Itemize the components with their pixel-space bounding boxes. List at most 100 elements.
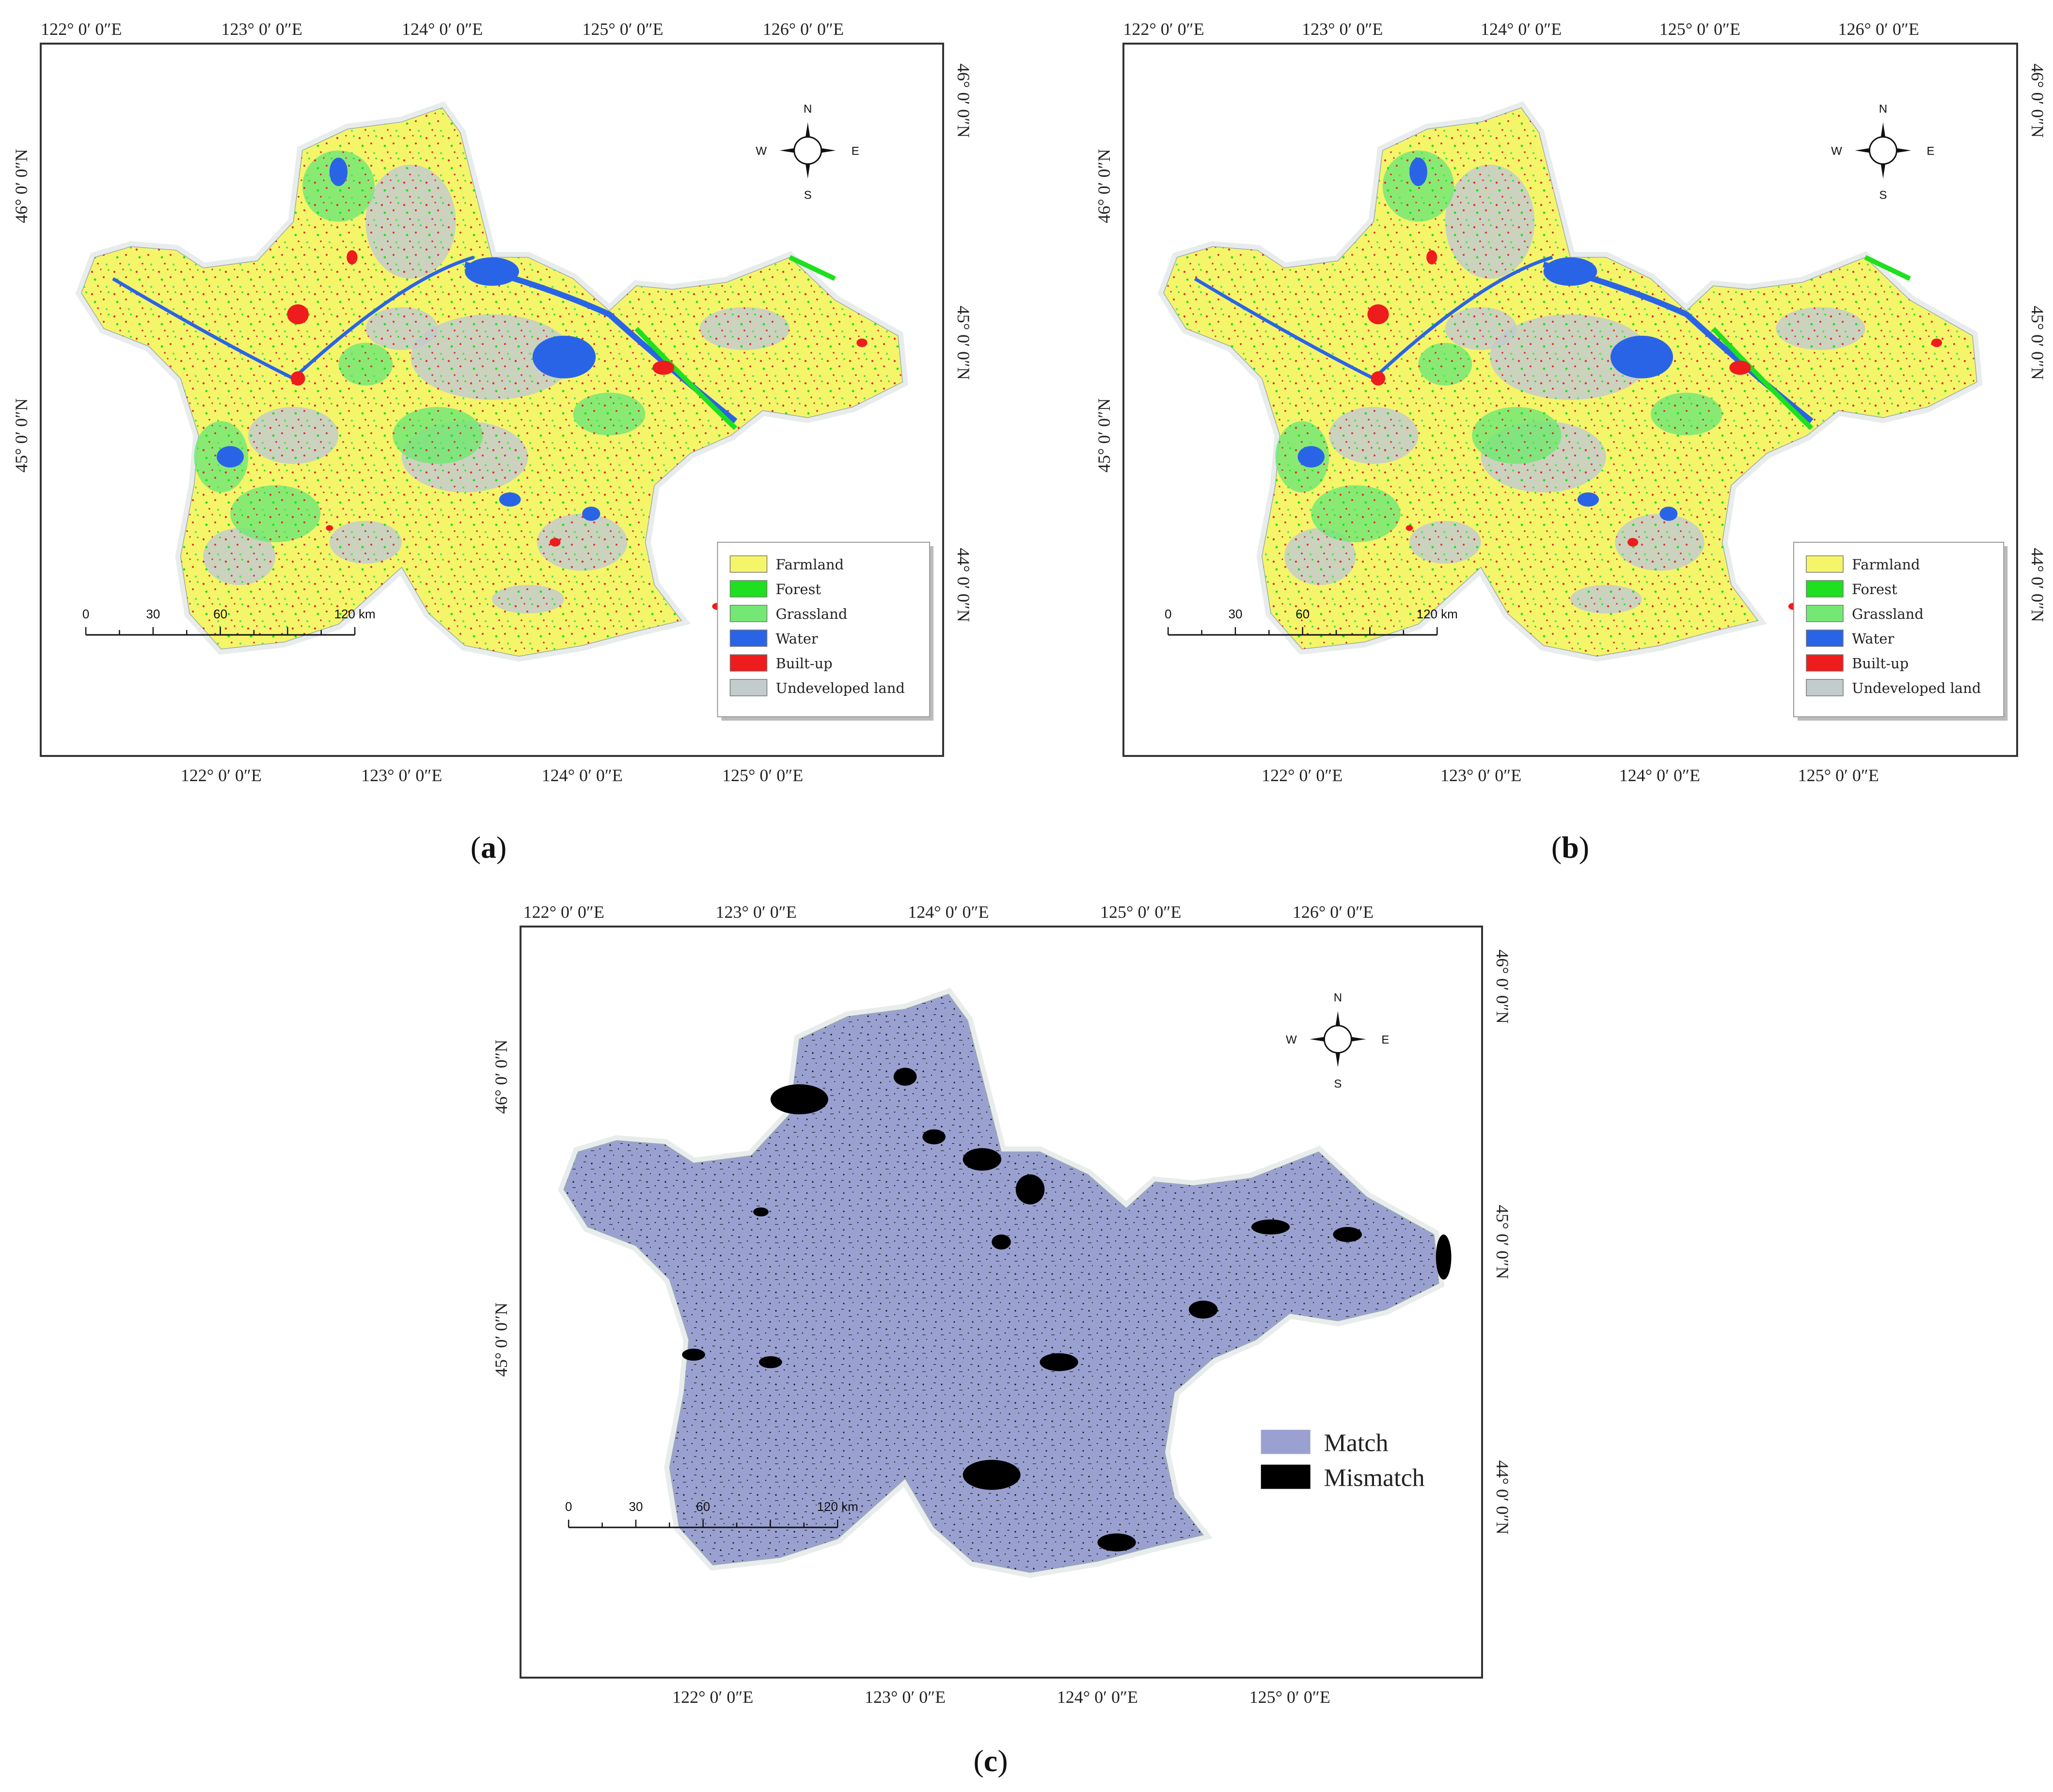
top-longitude-label: 126° 0′ 0″E: [1293, 902, 1374, 922]
bottom-longitude-label: 125° 0′ 0″E: [1798, 766, 1879, 785]
compass-icon: N S E W: [1286, 991, 1389, 1091]
legend-swatch: [729, 654, 768, 672]
scale-bar: 0 30 60 120 km: [1165, 607, 1458, 636]
legend-item: Farmland: [1806, 555, 1920, 573]
legend-item: Farmland: [729, 555, 844, 573]
right-latitude-label: 44° 0′ 0″N: [1493, 1460, 1512, 1534]
compass-north-label: N: [1879, 103, 1887, 116]
right-latitude-label: 46° 0′ 0″N: [2028, 63, 2047, 138]
scale-label: 0: [1165, 607, 1171, 621]
scale-label: 120 km: [1417, 607, 1458, 621]
compass-south-label: S: [1334, 1078, 1342, 1091]
study-area-map: [558, 988, 1452, 1578]
legend-item: Undeveloped land: [1806, 679, 1981, 696]
bottom-longitude-label: 123° 0′ 0″E: [1440, 766, 1521, 785]
legend: Farmland Forest Grassland Water Built-up Unde…: [717, 542, 934, 721]
legend-swatch: [1261, 1464, 1311, 1489]
legend-swatch: [729, 555, 768, 573]
right-latitude-label: 46° 0′ 0″N: [954, 63, 973, 138]
scale-label: 30: [629, 1499, 643, 1514]
top-longitude-label: 122° 0′ 0″E: [1123, 19, 1204, 39]
legend-item: Built-up: [729, 654, 833, 672]
legend-swatch: [1806, 555, 1844, 573]
compass-north-label: N: [804, 103, 812, 116]
compass-west-label: W: [1286, 1034, 1297, 1047]
left-latitude-label: 46° 0′ 0″N: [12, 149, 31, 223]
bottom-longitude-label: 122° 0′ 0″E: [672, 1687, 753, 1707]
scale-label: 0: [82, 607, 89, 621]
legend-label: Forest: [1852, 581, 1897, 597]
scale-label: 30: [146, 607, 160, 621]
right-latitude-label: 45° 0′ 0″N: [2028, 306, 2047, 380]
legend-item: Water: [1806, 629, 1894, 647]
legend-label: Built-up: [776, 655, 833, 672]
legend-label: Built-up: [1852, 655, 1909, 672]
map-panel-a: 122° 0′ 0″E 123° 0′ 0″E 124° 0′ 0″E 125° 0′…: [12, 19, 973, 865]
panel-caption: (b): [1551, 830, 1589, 865]
bottom-longitude-label: 122° 0′ 0″E: [1262, 766, 1342, 785]
compass-north-label: N: [1334, 991, 1342, 1005]
compass-south-label: S: [804, 189, 812, 202]
compass-south-label: S: [1879, 189, 1887, 202]
legend-item: Undeveloped land: [729, 679, 905, 696]
legend-swatch: [1806, 679, 1844, 696]
scale-label: 30: [1228, 607, 1242, 621]
top-longitude-label: 125° 0′ 0″E: [582, 19, 663, 39]
study-area-map: [75, 101, 908, 662]
top-longitude-label: 124° 0′ 0″E: [908, 902, 989, 922]
panel-caption: (a): [471, 830, 507, 865]
legend: Match Mismatch: [1261, 1430, 1425, 1492]
top-longitude-label: 124° 0′ 0″E: [1481, 19, 1562, 39]
scale-label: 60: [696, 1499, 710, 1514]
bottom-longitude-label: 123° 0′ 0″E: [361, 766, 442, 785]
legend-swatch: [729, 580, 768, 597]
scale-label: 60: [1295, 607, 1310, 621]
legend-item: Grassland: [729, 605, 848, 622]
legend-swatch: [1806, 629, 1844, 647]
right-latitude-label: 45° 0′ 0″N: [954, 306, 973, 380]
legend-label: Match: [1324, 1430, 1389, 1457]
top-longitude-label: 126° 0′ 0″E: [763, 19, 844, 39]
legend-label: Grassland: [776, 606, 848, 622]
legend-item: Match: [1261, 1430, 1389, 1457]
top-longitude-label: 124° 0′ 0″E: [402, 19, 483, 39]
legend-label: Water: [1852, 630, 1894, 647]
compass-icon: N S E W: [1831, 103, 1934, 202]
legend-label: Forest: [776, 581, 821, 597]
right-latitude-label: 46° 0′ 0″N: [1493, 949, 1512, 1023]
legend-label: Farmland: [1852, 556, 1920, 573]
legend-swatch: [1806, 654, 1844, 672]
left-latitude-label: 46° 0′ 0″N: [491, 1039, 511, 1114]
legend-item: Forest: [729, 580, 821, 597]
legend: Farmland Forest Grassland Water Built-up Unde…: [1793, 542, 2008, 721]
bottom-longitude-label: 124° 0′ 0″E: [1619, 766, 1700, 785]
top-longitude-label: 123° 0′ 0″E: [221, 19, 302, 39]
legend-label: Water: [776, 630, 818, 647]
left-latitude-label: 46° 0′ 0″N: [1094, 149, 1114, 223]
left-latitude-label: 45° 0′ 0″N: [12, 398, 31, 472]
right-latitude-label: 44° 0′ 0″N: [954, 548, 973, 622]
scale-label: 120 km: [334, 607, 375, 621]
scale-label: 120 km: [817, 1499, 858, 1514]
legend-label: Farmland: [776, 556, 844, 573]
scale-bar: 0 30 60 120 km: [565, 1499, 858, 1528]
top-longitude-label: 123° 0′ 0″E: [715, 902, 796, 922]
bottom-longitude-label: 122° 0′ 0″E: [181, 766, 262, 785]
legend-swatch: [729, 605, 768, 622]
top-longitude-label: 125° 0′ 0″E: [1100, 902, 1181, 922]
legend-item: Built-up: [1806, 654, 1909, 672]
bottom-longitude-label: 125° 0′ 0″E: [722, 766, 803, 785]
legend-label: Undeveloped land: [1852, 680, 1981, 696]
top-longitude-label: 125° 0′ 0″E: [1659, 19, 1740, 39]
map-panel-c: 122° 0′ 0″E 123° 0′ 0″E 124° 0′ 0″E 125° 0′…: [491, 902, 1512, 1778]
legend-label: Mismatch: [1324, 1464, 1425, 1492]
bottom-longitude-label: 123° 0′ 0″E: [865, 1687, 946, 1707]
top-longitude-label: 122° 0′ 0″E: [41, 19, 122, 39]
legend-label: Undeveloped land: [776, 680, 905, 696]
left-latitude-label: 45° 0′ 0″N: [1094, 398, 1114, 472]
compass-east-label: E: [1927, 145, 1934, 158]
legend-item: Water: [729, 629, 818, 647]
legend-swatch: [1806, 580, 1844, 597]
right-latitude-label: 45° 0′ 0″N: [1493, 1205, 1512, 1279]
